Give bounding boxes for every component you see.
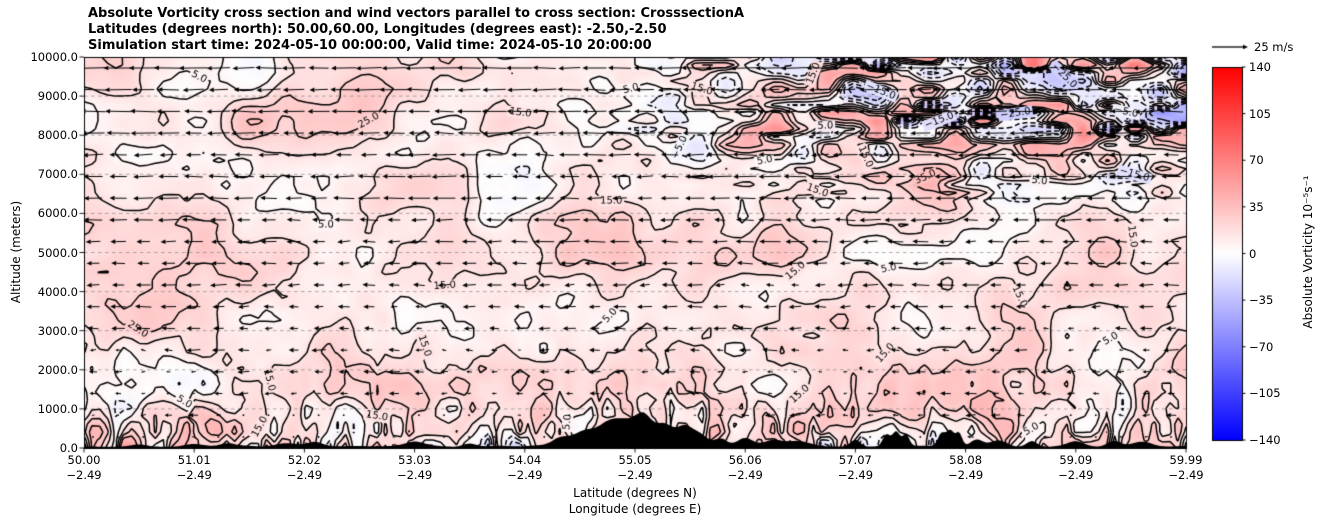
y-tick-label: 2000.0 — [37, 362, 78, 377]
y-tick-label: 3000.0 — [37, 323, 78, 338]
x-tick-latitude: 53.03 — [398, 453, 432, 467]
x-tick-label: 57.07 −2.49 — [838, 453, 873, 483]
x-tick-longitude: −2.49 — [286, 468, 323, 482]
colorbar-tick-label: 140 — [1249, 60, 1271, 74]
x-tick-longitude: −2.49 — [727, 468, 763, 482]
x-tick-latitude: 59.09 — [1059, 453, 1093, 467]
y-tick-label: 0.0 — [59, 441, 78, 455]
x-tick-latitude: 52.02 — [287, 453, 321, 467]
x-tick-latitude: 57.07 — [838, 453, 872, 467]
x-tick-label: 54.04 −2.49 — [507, 453, 542, 483]
x-tick-longitude: −2.49 — [947, 468, 984, 482]
y-tick-label: 6000.0 — [37, 206, 78, 221]
colorbar-label: Absolute Vorticity 10⁻⁵s⁻¹ — [1301, 175, 1315, 329]
x-tick-longitude: −2.49 — [176, 468, 212, 482]
x-tick-longitude: −2.49 — [1168, 468, 1204, 482]
colorbar-tick-label: −140 — [1249, 433, 1281, 447]
x-tick-label: 55.05 −2.49 — [617, 453, 652, 483]
x-tick-label: 58.08 −2.49 — [948, 453, 983, 483]
colorbar-tick-label: 0 — [1249, 246, 1257, 261]
y-tick-label: 7000.0 — [37, 167, 78, 182]
plot-title: Absolute Vorticity cross section and win… — [88, 6, 745, 21]
x-tick-latitude: 59.99 — [1169, 453, 1203, 467]
x-tick-label: 52.02 −2.49 — [287, 453, 322, 483]
y-tick-label: 5000.0 — [37, 245, 78, 260]
colorbar-tick-label: −70 — [1249, 339, 1274, 354]
x-tick-label: 59.09 −2.49 — [1058, 453, 1093, 483]
x-tick-label: 56.06 −2.49 — [728, 453, 763, 483]
y-tick-label: 8000.0 — [37, 128, 78, 143]
colorbar-tick-label: 70 — [1249, 153, 1264, 168]
x-tick-longitude: −2.49 — [507, 468, 543, 482]
quiver-key-label: 25 m/s — [1254, 40, 1294, 54]
x-tick-latitude: 58.08 — [949, 453, 983, 467]
y-tick-label: 1000.0 — [37, 401, 78, 416]
x-tick-longitude: −2.49 — [396, 468, 433, 482]
y-tick-label: 10000.0 — [30, 50, 78, 64]
x-axis-label-longitude: Longitude (degrees E) — [568, 502, 702, 516]
plot-subtitle-times: Simulation start time: 2024-05-10 00:00:… — [88, 38, 652, 53]
x-tick-latitude: 55.05 — [618, 453, 652, 467]
colorbar-tick-label: −35 — [1249, 293, 1274, 308]
colorbar-tick-label: 35 — [1249, 199, 1264, 214]
colorbar-tick-label: 105 — [1249, 106, 1271, 121]
x-tick-latitude: 51.01 — [177, 453, 211, 467]
x-tick-longitude: −2.49 — [1058, 468, 1094, 482]
x-tick-longitude: −2.49 — [66, 468, 102, 482]
x-tick-latitude: 56.06 — [728, 453, 762, 467]
x-tick-label: 59.99 −2.49 — [1168, 453, 1203, 483]
x-tick-label: 51.01 −2.49 — [177, 453, 212, 483]
y-tick-label: 4000.0 — [37, 284, 78, 299]
x-tick-latitude: 54.04 — [508, 453, 542, 467]
x-tick-longitude: −2.49 — [837, 468, 874, 482]
x-tick-longitude: −2.49 — [617, 468, 653, 482]
plot-subtitle-latlon: Latitudes (degrees north): 50.00,60.00, … — [88, 22, 667, 37]
x-tick-latitude: 50.00 — [67, 453, 101, 467]
colorbar-tick-label: −105 — [1249, 386, 1281, 401]
x-tick-label: 53.03 −2.49 — [397, 453, 432, 483]
y-tick-label: 9000.0 — [37, 89, 78, 104]
x-tick-label: 50.00 −2.49 — [66, 453, 101, 483]
title-block: Absolute Vorticity cross section and win… — [88, 6, 744, 54]
x-axis-label-latitude: Latitude (degrees N) — [573, 486, 697, 500]
